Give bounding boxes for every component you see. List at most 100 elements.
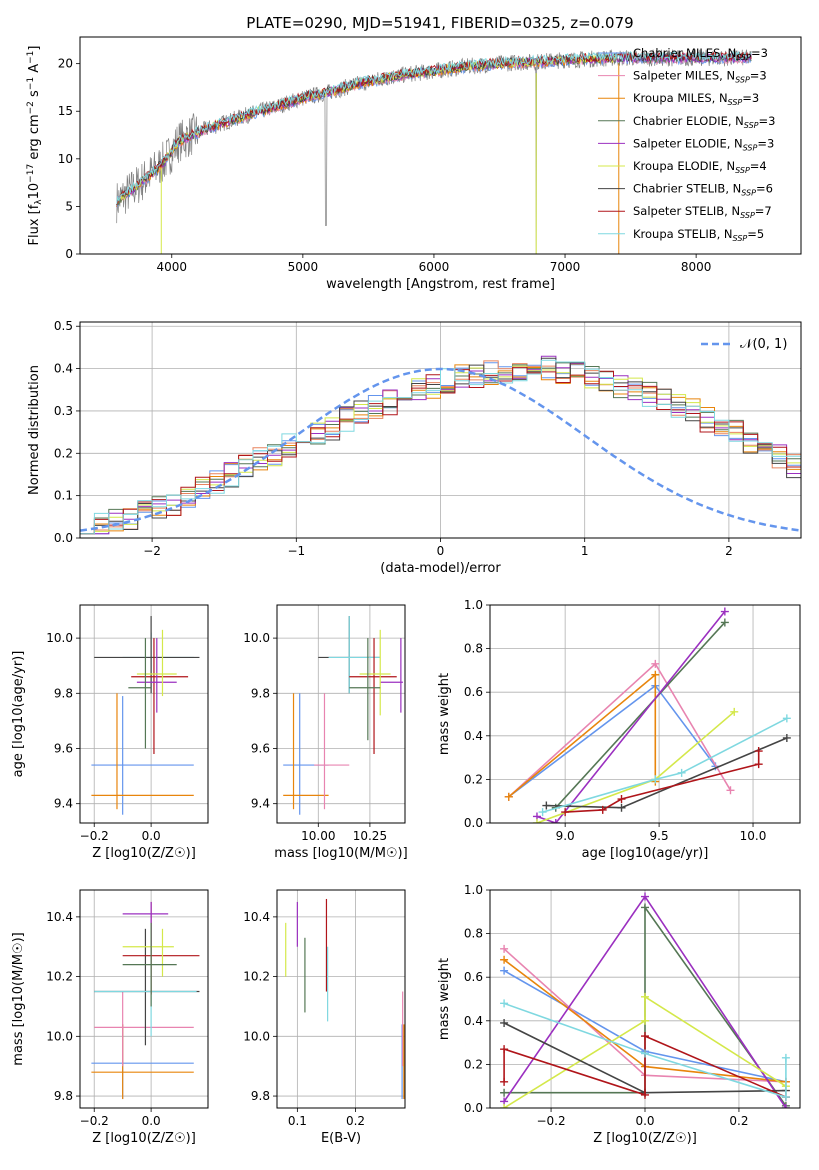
legend-subscript: SSP	[736, 53, 751, 62]
x-axis-label: Z [log10(Z/Z☉)]	[593, 1131, 697, 1146]
legend-label: Salpeter STELIB, NSSP=7	[633, 204, 772, 220]
legend-subscript: SSP	[735, 166, 750, 175]
y-axis-label: mass [log10(M/M☉)]	[11, 932, 26, 1065]
x-tick-label: 7000	[550, 260, 581, 274]
weight-marker	[500, 1077, 509, 1086]
weight-marker	[500, 1104, 509, 1108]
legend-value: =3	[751, 46, 768, 60]
chart-weight-vs-age: 9.0 9.5 10.0 0.0 0.2 0.4 0.6 0.8 1.0 age [log10(a…	[437, 598, 801, 861]
weight-marker	[500, 966, 509, 975]
plot-area	[80, 355, 801, 535]
x-tick-label: 0.1	[288, 1114, 307, 1128]
weight-marker	[781, 1053, 790, 1062]
weight-marker	[781, 1093, 790, 1102]
legend-subscript: SSP	[740, 211, 755, 220]
weight-marker	[754, 747, 763, 756]
legend-label: Kroupa MILES, NSSP=3	[633, 91, 759, 107]
label-part: −1	[26, 77, 36, 90]
figure-title: PLATE=0290, MJD=51941, FIBERID=0325, z=0…	[246, 14, 633, 32]
legend-subscript: SSP	[743, 143, 758, 152]
y-tick-label: 0.2	[54, 446, 73, 460]
weight-marker	[651, 659, 660, 668]
legend-value: =3	[742, 91, 759, 105]
y-tick-label: 0.0	[464, 816, 483, 830]
x-tick-label: 0.0	[142, 1114, 161, 1128]
weight-marker	[500, 1018, 509, 1027]
weight-line	[542, 717, 788, 813]
axes-frame	[276, 889, 406, 1109]
weight-marker	[500, 1088, 509, 1097]
axes-frame	[79, 604, 209, 824]
weight-marker	[542, 801, 551, 810]
label-part: A	[27, 64, 42, 77]
y-tick-label: 0.0	[464, 1101, 483, 1115]
y-tick-label: 10.4	[46, 910, 73, 924]
x-axis-label: Z [log10(Z/Z☉)]	[92, 1131, 196, 1146]
weight-marker	[500, 955, 509, 964]
weight-marker	[651, 670, 660, 679]
weight-marker	[726, 786, 735, 795]
weight-marker	[538, 808, 547, 817]
legend-subscript: SSP	[744, 121, 759, 130]
weight-marker	[617, 803, 626, 812]
legend-subscript: SSP	[733, 234, 748, 243]
x-tick-label: 4000	[156, 260, 187, 274]
legend-value: =5	[747, 227, 764, 241]
y-tick-label: 10.2	[243, 970, 270, 984]
histogram-step	[80, 366, 801, 535]
axes-frame	[79, 889, 209, 1109]
legend-label: Chabrier ELODIE, NSSP=3	[633, 114, 775, 130]
x-axis-label: mass [log10(M/M☉)]	[274, 846, 407, 861]
x-tick-label: 8000	[681, 260, 712, 274]
y-tick-label: 9.6	[54, 741, 73, 755]
weight-marker	[551, 819, 560, 823]
x-tick-label: 2	[725, 544, 733, 558]
x-tick-label: −2	[143, 544, 161, 558]
x-tick-label: −0.2	[80, 1114, 109, 1128]
y-tick-label: 0.0	[54, 531, 73, 545]
x-axis-label: E(B-V)	[321, 1131, 361, 1146]
x-tick-label: 0.2	[729, 1114, 748, 1128]
weight-marker	[641, 1049, 649, 1058]
histogram-step	[80, 365, 801, 535]
y-tick-label: 0.4	[464, 729, 483, 743]
weight-marker	[641, 992, 649, 1001]
y-tick-label: 10.4	[243, 910, 270, 924]
legend-value: =4	[750, 159, 767, 173]
weight-marker	[617, 795, 626, 804]
spectrum-model-line	[116, 51, 752, 205]
y-tick-label: 10.0	[46, 1029, 73, 1043]
axes-frame	[79, 321, 802, 539]
y-tick-label: 0	[65, 247, 73, 261]
x-tick-label: 0.2	[346, 1114, 365, 1128]
weight-marker	[500, 944, 509, 953]
legend-label: Kroupa ELODIE, NSSP=4	[633, 159, 767, 175]
y-tick-label: 0.2	[464, 1057, 483, 1071]
histogram-step	[80, 360, 801, 535]
x-tick-label: 6000	[419, 260, 450, 274]
axes-frame	[79, 36, 802, 255]
plot-area	[500, 892, 790, 1108]
chart-weight-vs-Z: −0.2 0.0 0.2 0.0 0.2 0.4 0.6 0.8 1.0 Z [log10(Z/Z…	[437, 883, 801, 1146]
weight-line	[546, 737, 788, 809]
y-tick-label: 10.0	[243, 1029, 270, 1043]
legend-label: Chabrier MILES, NSSP=3	[633, 46, 768, 62]
y-tick-label: 0.4	[54, 362, 73, 376]
x-tick-label: −0.2	[80, 829, 109, 843]
x-axis-label: (data-model)/error	[380, 561, 501, 576]
y-tick-label: 9.8	[251, 1089, 270, 1103]
label-part: −17	[26, 164, 36, 183]
y-tick-label: 9.4	[251, 797, 270, 811]
axes-frame	[276, 604, 406, 824]
x-tick-label: 10.00	[301, 829, 335, 843]
label-part: λ	[34, 199, 44, 205]
weight-marker	[720, 607, 729, 616]
legend-value: =7	[755, 204, 772, 218]
y-axis-label: mass weight	[437, 958, 452, 1040]
legend-value: =3	[757, 136, 774, 150]
y-tick-label: 10.2	[46, 970, 73, 984]
weight-line	[555, 621, 726, 809]
y-tick-label: 20	[58, 57, 73, 71]
label-part: erg cm	[27, 114, 42, 163]
